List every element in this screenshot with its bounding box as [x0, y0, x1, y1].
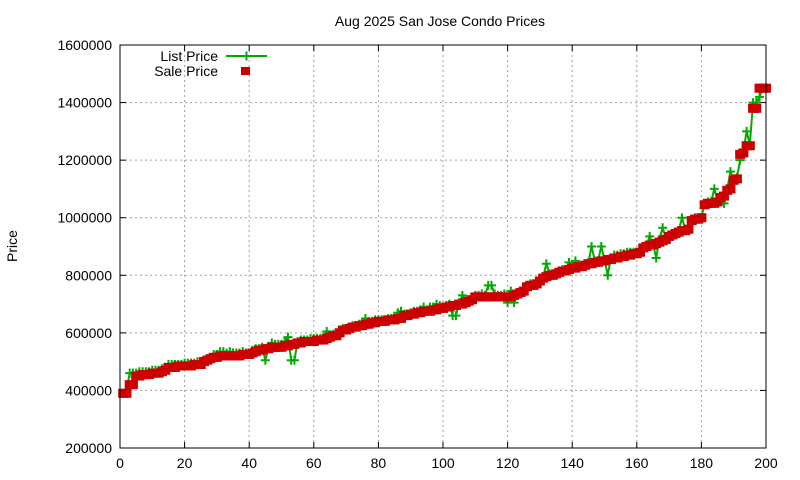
list-price-point — [260, 355, 270, 365]
list-price-point — [755, 92, 765, 102]
sale-price-point — [121, 388, 132, 398]
x-tick-label: 60 — [306, 455, 322, 471]
grid — [120, 45, 766, 448]
sale-price-point — [696, 213, 707, 223]
sale-price-point — [751, 103, 762, 113]
y-tick-label: 200000 — [65, 440, 112, 456]
y-tick-label: 1200000 — [57, 152, 112, 168]
x-tick-label: 80 — [371, 455, 387, 471]
x-tick-label: 40 — [241, 455, 257, 471]
list-price-point — [677, 213, 687, 223]
list-price-point — [587, 242, 597, 251]
sale-price-point — [683, 224, 694, 234]
list-price-point — [645, 231, 655, 241]
legend: List Price Sale Price — [154, 48, 267, 79]
y-tick-label: 800000 — [65, 267, 112, 283]
sale-price-point — [719, 191, 730, 201]
list-price-point — [709, 184, 719, 194]
y-tick-label: 1600000 — [57, 37, 112, 53]
x-tick-label: 100 — [431, 455, 455, 471]
x-tick-label: 160 — [625, 455, 649, 471]
x-tick-label: 120 — [496, 455, 520, 471]
list-price-point — [603, 270, 613, 280]
legend-label-list-price: List Price — [160, 48, 218, 64]
chart-title: Aug 2025 San Jose Condo Prices — [335, 13, 545, 29]
sale-price-point — [725, 184, 736, 194]
sale-price-point — [731, 174, 742, 184]
y-axis-label: Price — [4, 230, 20, 262]
list-price-point — [451, 311, 461, 321]
list-price-point — [658, 223, 668, 233]
list-price-point — [742, 126, 752, 136]
list-price-point — [651, 253, 661, 263]
legend-marker-sale-price — [241, 67, 250, 75]
y-tick-label: 1400000 — [57, 95, 112, 111]
list-price-point — [289, 355, 299, 365]
legend-label-sale-price: Sale Price — [154, 63, 218, 79]
x-tick-label: 0 — [116, 455, 124, 471]
sale-price-point — [127, 380, 138, 390]
sale-price-point — [744, 141, 755, 151]
x-tick-label: 140 — [561, 455, 585, 471]
axis-ticks: 0 20 40 60 80 100 120 140 160 180 200 200000 400000 6… — [57, 37, 777, 471]
list-price-point — [541, 259, 551, 269]
list-price-point — [725, 167, 735, 177]
y-tick-label: 600000 — [65, 325, 112, 341]
x-tick-label: 180 — [690, 455, 714, 471]
x-tick-label: 200 — [754, 455, 778, 471]
y-tick-label: 400000 — [65, 382, 112, 398]
plot-border — [119, 44, 767, 449]
x-tick-label: 20 — [177, 455, 193, 471]
legend-marker-list-price — [242, 51, 251, 61]
list-price-point — [486, 280, 496, 290]
plot-series — [118, 83, 771, 398]
y-tick-label: 1000000 — [57, 210, 112, 226]
list-price-point — [596, 242, 606, 251]
sale-price-point — [738, 148, 749, 158]
